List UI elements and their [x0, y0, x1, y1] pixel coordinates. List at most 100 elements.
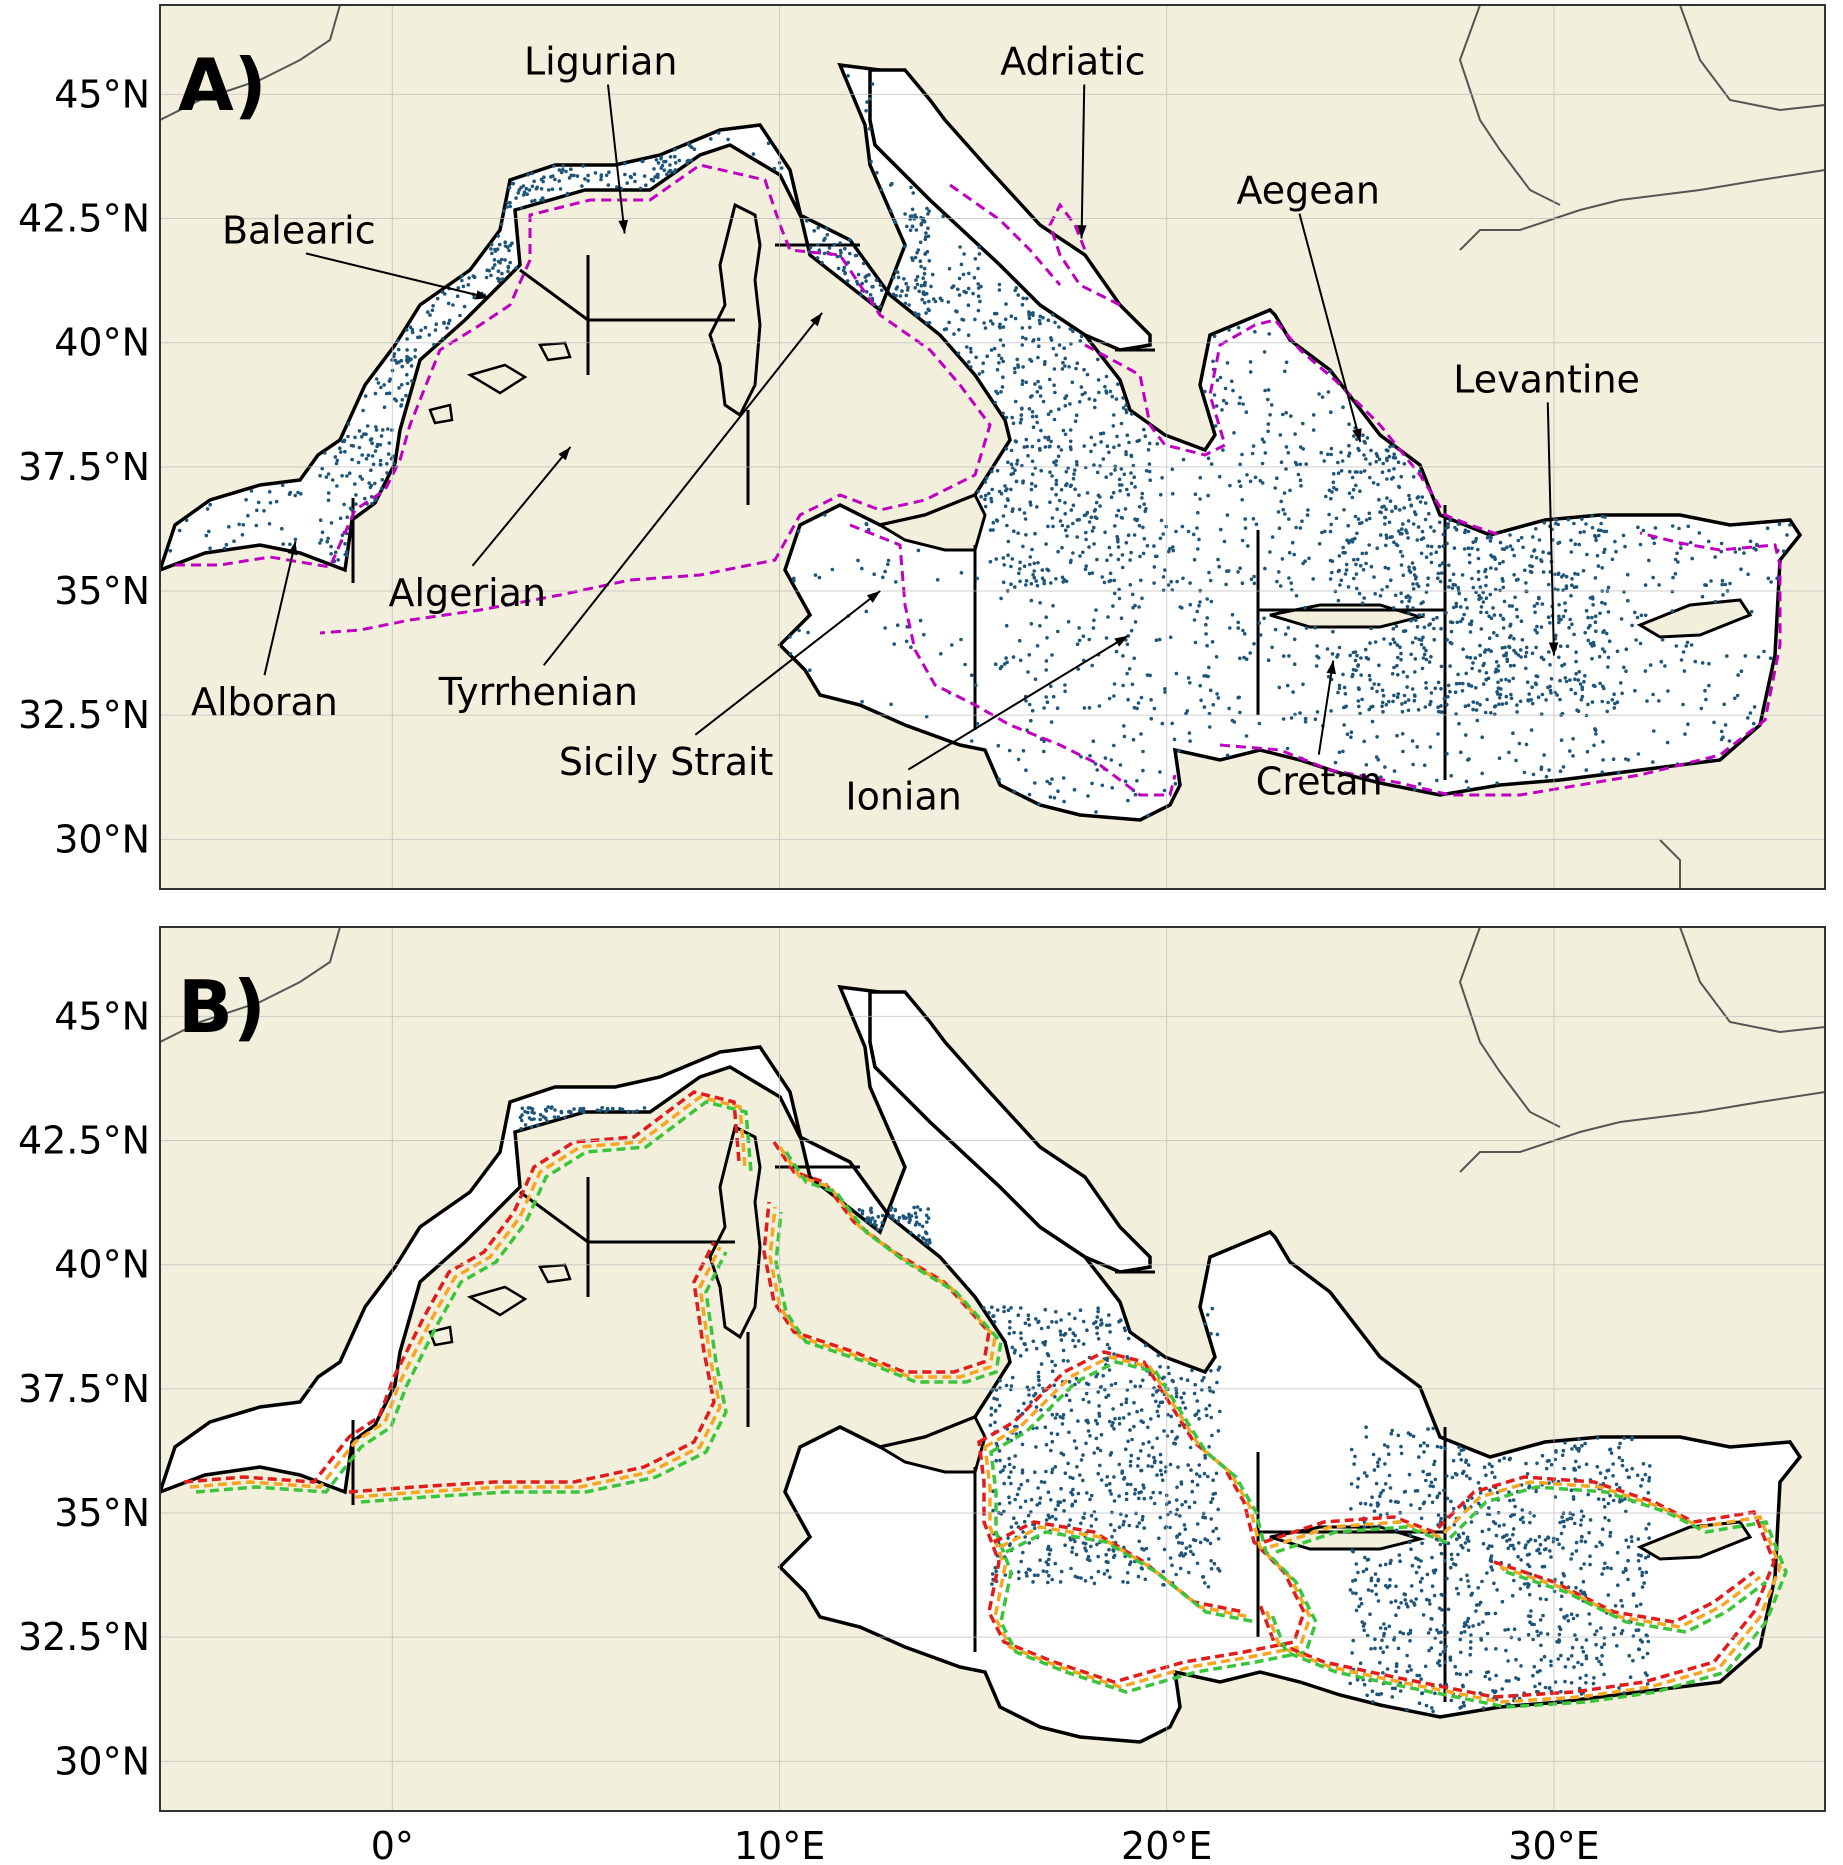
drifter-point: [1512, 573, 1516, 577]
drifter-point: [1512, 1627, 1517, 1631]
drifter-point: [1512, 648, 1516, 653]
drifter-point: [1441, 1593, 1445, 1597]
drifter-point: [1462, 612, 1466, 617]
drifter-point: [1037, 318, 1042, 323]
drifter-point: [1281, 507, 1285, 512]
drifter-point: [1267, 332, 1271, 336]
drifter-point: [1003, 484, 1007, 488]
drifter-point: [1214, 1526, 1219, 1531]
drifter-point: [1142, 427, 1146, 432]
drifter-point: [1263, 388, 1267, 393]
drifter-point: [1597, 1659, 1601, 1664]
drifter-point: [1592, 1676, 1596, 1680]
drifter-point: [1445, 541, 1449, 546]
drifter-point: [1225, 361, 1230, 365]
drifter-point: [1421, 536, 1426, 540]
drifter-point: [1481, 600, 1486, 604]
drifter-point: [1419, 1559, 1423, 1563]
drifter-point: [1516, 1554, 1520, 1559]
drifter-point: [1469, 1633, 1473, 1637]
drifter-point: [1377, 497, 1381, 502]
drifter-point: [1497, 561, 1502, 566]
drifter-point: [1600, 1527, 1605, 1531]
drifter-point: [1429, 1616, 1433, 1621]
drifter-point: [254, 523, 259, 528]
drifter-point: [184, 518, 189, 523]
drifter-point: [1509, 696, 1514, 701]
drifter-point: [1178, 1553, 1182, 1558]
drifter-point: [1406, 1431, 1411, 1435]
drifter-point: [1112, 682, 1117, 686]
drifter-point: [1467, 553, 1472, 557]
drifter-point: [431, 304, 435, 308]
drifter-point: [927, 209, 931, 213]
drifter-point: [807, 249, 812, 254]
drifter-point: [1241, 628, 1245, 633]
drifter-point: [1030, 472, 1035, 477]
drifter-point: [1159, 1472, 1164, 1477]
drifter-point: [1602, 1642, 1607, 1646]
drifter-point: [1062, 346, 1066, 351]
drifter-point: [595, 1108, 600, 1112]
drifter-point: [329, 521, 334, 525]
drifter-point: [1466, 1548, 1471, 1553]
drifter-point: [1188, 681, 1192, 685]
drifter-point: [1198, 1474, 1202, 1478]
drifter-point: [615, 185, 619, 189]
drifter-point: [1055, 1412, 1059, 1417]
drifter-point: [1505, 1539, 1509, 1543]
y-tick-label: 35°N: [54, 569, 150, 613]
drifter-point: [903, 301, 908, 306]
drifter-point: [1642, 1581, 1646, 1585]
drifter-point: [1459, 1448, 1464, 1453]
drifter-point: [1298, 711, 1302, 715]
drifter-point: [1723, 582, 1728, 587]
drifter-point: [1448, 578, 1452, 583]
drifter-point: [1050, 1369, 1055, 1373]
drifter-point: [1215, 378, 1220, 383]
drifter-point: [1766, 576, 1771, 581]
drifter-point: [1163, 687, 1167, 691]
drifter-point: [1454, 604, 1459, 609]
drifter-point: [1031, 573, 1035, 577]
drifter-point: [1291, 690, 1295, 694]
drifter-point: [1579, 697, 1584, 702]
drifter-point: [1454, 1671, 1459, 1676]
drifter-point: [1198, 600, 1202, 604]
drifter-point: [842, 265, 847, 270]
drifter-point: [1482, 650, 1487, 654]
drifter-point: [1107, 1313, 1111, 1317]
drifter-point: [1171, 1379, 1175, 1384]
drifter-point: [1205, 1538, 1210, 1543]
drifter-point: [1119, 467, 1124, 471]
drifter-point: [1369, 1647, 1373, 1651]
drifter-point: [1436, 732, 1440, 736]
drifter-point: [1266, 388, 1271, 392]
drifter-point: [1619, 1631, 1624, 1636]
drifter-point: [1209, 1369, 1213, 1373]
region-arrowhead: [866, 591, 881, 603]
drifter-point: [371, 462, 376, 467]
drifter-point: [1343, 550, 1347, 555]
drifter-point: [1604, 631, 1609, 636]
drifter-point: [909, 645, 913, 649]
drifter-point: [1399, 1444, 1403, 1449]
drifter-point: [1029, 622, 1034, 626]
drifter-point: [489, 247, 493, 251]
drifter-point: [1020, 406, 1024, 411]
drifter-point: [1573, 1633, 1577, 1637]
drifter-point: [1372, 1509, 1377, 1513]
drifter-point: [1032, 561, 1037, 566]
drifter-point: [1002, 1305, 1006, 1309]
drifter-point: [1019, 1482, 1023, 1487]
drifter-point: [1556, 541, 1560, 546]
drifter-point: [1181, 1400, 1185, 1405]
drifter-point: [1615, 1550, 1620, 1555]
drifter-point: [1392, 540, 1396, 544]
drifter-point: [1410, 739, 1415, 743]
drifter-point: [1383, 515, 1388, 520]
drifter-point: [1203, 1453, 1207, 1458]
drifter-point: [224, 542, 229, 547]
drifter-point: [913, 1223, 918, 1227]
drifter-point: [1122, 1545, 1126, 1550]
